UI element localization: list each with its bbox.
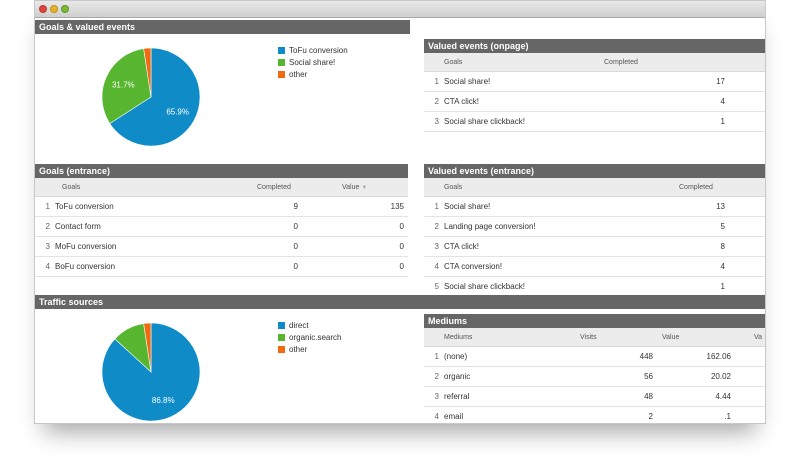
table-row[interactable]: 3 Social share clickback! 1 bbox=[424, 111, 765, 132]
pie-slice-social-share-[interactable] bbox=[101, 48, 152, 124]
pie-slice-tofu-conversion[interactable] bbox=[109, 47, 201, 147]
legend-item-other: other bbox=[278, 345, 341, 357]
legend-item-organic-search: organic.search bbox=[278, 333, 341, 345]
table-row[interactable]: 2 organic 56 20.02 bbox=[424, 366, 765, 387]
legend-label: other bbox=[289, 70, 308, 79]
pie-data-label: 65.9% bbox=[166, 108, 189, 117]
app-window: Goals & valued events 65.9% 31.7% ToFu co… bbox=[34, 0, 766, 424]
column-header-mediums[interactable]: Mediums bbox=[443, 328, 579, 347]
valued-entrance-table: Goals Completed 1 Social share! 13 2 Landin… bbox=[424, 178, 765, 297]
goals-entrance-table: Goals Completed Value ▼ 1 ToFu conversion… bbox=[35, 178, 408, 277]
column-header-completed[interactable]: Completed bbox=[604, 53, 765, 72]
column-header-value[interactable]: Value ▼ bbox=[338, 178, 408, 197]
column-header-goals[interactable]: Goals bbox=[443, 53, 604, 72]
legend-label: direct bbox=[289, 321, 309, 330]
table-row[interactable]: 4 CTA conversion! 4 bbox=[424, 256, 765, 277]
mediums-table: Mediums Visits Value Va 1 (none) 448 162.06… bbox=[424, 328, 765, 423]
legend-item-social-share: Social share! bbox=[278, 58, 348, 70]
panel-title: Goals (entrance) bbox=[35, 164, 408, 178]
sort-down-icon[interactable]: ▼ bbox=[361, 184, 368, 191]
table-row[interactable]: 5 Social share clickback! 1 bbox=[424, 276, 765, 297]
goals-entrance-panel: Goals (entrance) Goals Completed Value ▼… bbox=[35, 164, 408, 277]
title-bar bbox=[35, 1, 765, 18]
zoom-window-button[interactable] bbox=[61, 5, 69, 13]
legend-item-direct: direct bbox=[278, 321, 341, 333]
column-header-goals[interactable]: Goals bbox=[443, 178, 679, 197]
table-row[interactable]: 1 ToFu conversion 9 135 bbox=[35, 196, 408, 217]
column-header-completed[interactable]: Completed bbox=[256, 178, 338, 197]
table-row[interactable]: 4 email 2.1 bbox=[424, 406, 765, 423]
pie-slice-other[interactable] bbox=[143, 322, 152, 373]
table-row[interactable]: 3 referral 48 4.44 bbox=[424, 386, 765, 407]
legend-label: other bbox=[289, 345, 308, 354]
traffic-pie-legend: direct organic.search other bbox=[278, 321, 341, 357]
column-header-visits[interactable]: Visits bbox=[579, 328, 661, 347]
table-row[interactable]: 1 Social share! 13 bbox=[424, 196, 765, 217]
panel-title: Valued events (onpage) bbox=[424, 39, 765, 53]
legend-item-tofu: ToFu conversion bbox=[278, 46, 348, 58]
section-header-traffic: Traffic sources bbox=[35, 295, 765, 309]
table-row[interactable]: 2 Contact form 0 0 bbox=[35, 216, 408, 237]
traffic-pie-chart: 86.8% bbox=[101, 322, 201, 422]
close-window-button[interactable] bbox=[39, 5, 47, 13]
pie-slice-other[interactable] bbox=[143, 47, 152, 98]
mediums-panel: Mediums Mediums Visits Value Va 1 (none) 4… bbox=[424, 314, 765, 423]
value-header-label: Value bbox=[342, 183, 360, 191]
table-row[interactable]: 3 CTA click! 8 bbox=[424, 236, 765, 257]
section-header-goals-valued: Goals & valued events bbox=[35, 20, 410, 34]
pie-data-label: 86.8% bbox=[152, 396, 175, 405]
legend-label: organic.search bbox=[289, 333, 342, 342]
panel-title: Mediums bbox=[424, 314, 765, 328]
valued-onpage-table: Goals Completed 1 Social share! 17 2 CTA cl… bbox=[424, 53, 765, 132]
legend-label: Social share! bbox=[289, 58, 336, 67]
column-header-completed[interactable]: Completed bbox=[679, 178, 765, 197]
table-row[interactable]: 4 BoFu conversion 0 0 bbox=[35, 256, 408, 277]
valued-entrance-panel: Valued events (entrance) Goals Completed… bbox=[424, 164, 765, 297]
table-row[interactable]: 2 Landing page conversion! 5 bbox=[424, 216, 765, 237]
table-row[interactable]: 3 MoFu conversion 0 0 bbox=[35, 236, 408, 257]
table-row[interactable]: 1 (none) 448 162.06 bbox=[424, 346, 765, 367]
panel-title: Valued events (entrance) bbox=[424, 164, 765, 178]
legend-label: ToFu conversion bbox=[289, 46, 348, 55]
pie-data-label: 31.7% bbox=[112, 80, 135, 89]
column-header-value[interactable]: Value bbox=[661, 328, 753, 347]
goals-pie-chart: 65.9% 31.7% bbox=[101, 47, 201, 147]
minimize-window-button[interactable] bbox=[50, 5, 58, 13]
goals-pie-legend: ToFu conversion Social share! other bbox=[278, 46, 348, 82]
valued-onpage-panel: Valued events (onpage) Goals Completed 1… bbox=[424, 39, 765, 132]
legend-item-other: other bbox=[278, 70, 348, 82]
column-header-goals[interactable]: Goals bbox=[54, 178, 256, 197]
column-header-truncated[interactable]: Va bbox=[753, 328, 765, 347]
table-row[interactable]: 2 CTA click! 4 bbox=[424, 91, 765, 112]
table-row[interactable]: 1 Social share! 17 bbox=[424, 71, 765, 92]
